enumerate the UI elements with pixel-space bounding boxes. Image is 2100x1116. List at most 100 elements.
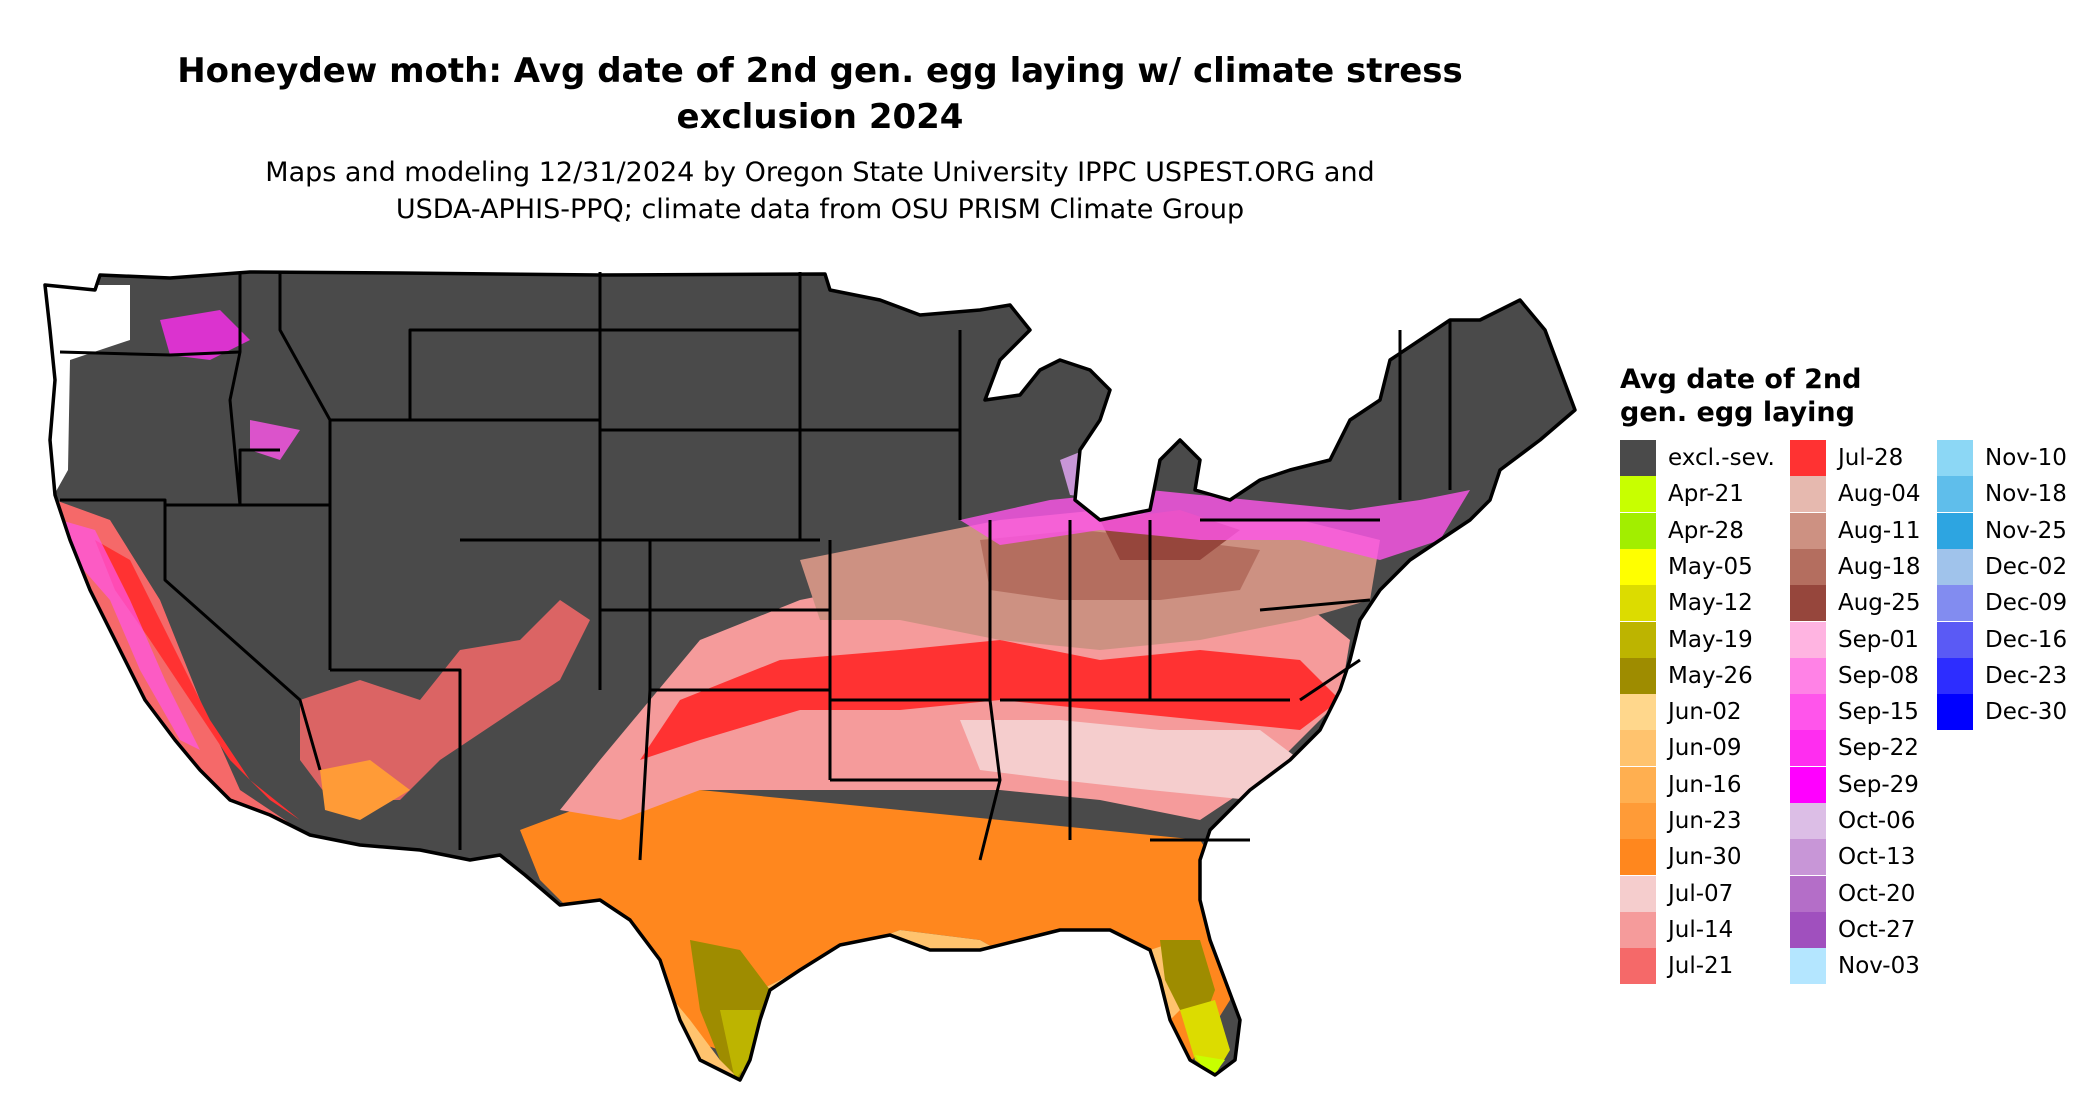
map-title-line-2: exclusion 2024 (676, 97, 964, 137)
legend-label: Sep-08 (1838, 662, 1919, 689)
legend-label: Sep-22 (1838, 735, 1919, 762)
map-subtitle: Maps and modeling 12/31/2024 by Oregon S… (40, 154, 1600, 228)
legend-item: Aug-04 (1790, 476, 1980, 513)
legend-item: Jul-14 (1620, 911, 1810, 948)
legend-label: May-26 (1668, 662, 1753, 689)
legend-label: Aug-11 (1838, 517, 1921, 544)
legend-swatch (1620, 839, 1656, 876)
legend-title-line-2: gen. egg laying (1620, 397, 1855, 428)
legend-label: Oct-20 (1838, 880, 1916, 907)
legend-label: Dec-16 (1985, 626, 2068, 653)
legend-item: Nov-18 (1937, 476, 2100, 513)
florida-tip-green (1195, 1055, 1225, 1080)
legend-item: Sep-29 (1790, 766, 1980, 803)
legend-swatch (1790, 476, 1826, 513)
legend-label: excl.-sev. (1668, 445, 1775, 471)
legend-swatch (1790, 694, 1826, 731)
legend-label: Jul-28 (1838, 445, 1904, 471)
state-border-2 (60, 498, 322, 771)
legend-label: Aug-04 (1838, 481, 1921, 508)
legend-title-line-1: Avg date of 2nd (1620, 364, 1862, 395)
legend-swatch (1790, 875, 1826, 912)
legend-item: Jun-09 (1620, 730, 1810, 767)
legend-swatch (1937, 621, 1973, 658)
legend-swatch (1937, 512, 1973, 549)
northwest-magenta-patch (160, 310, 250, 360)
legend-item: Apr-28 (1620, 512, 1810, 549)
legend-label: Oct-06 (1838, 808, 1916, 834)
legend-item: Dec-23 (1937, 657, 2100, 694)
legend-item: Jun-30 (1620, 839, 1810, 876)
legend-swatch (1790, 766, 1826, 803)
legend-label: Sep-01 (1838, 626, 1919, 653)
legend-swatch (1620, 911, 1656, 948)
legend-label: Jun-23 (1668, 808, 1742, 834)
legend-label: Aug-18 (1838, 553, 1921, 580)
legend-swatch (1620, 657, 1656, 694)
legend-label: Oct-13 (1838, 844, 1916, 871)
legend-item: Aug-25 (1790, 585, 1980, 622)
legend-item: Sep-08 (1790, 657, 1980, 694)
legend-item: Sep-01 (1790, 621, 1980, 658)
legend-swatch (1790, 621, 1826, 658)
legend-label: Sep-29 (1838, 771, 1919, 798)
map-subtitle-line-2: USDA-APHIS-PPQ; climate data from OSU PR… (395, 194, 1245, 225)
legend-item: Dec-16 (1937, 621, 2100, 658)
legend-swatch (1937, 440, 1973, 476)
legend-label: Apr-28 (1668, 517, 1744, 544)
legend-swatch (1620, 694, 1656, 731)
state-border-1 (228, 272, 242, 506)
legend-swatch (1790, 585, 1826, 622)
legend-item: Nov-03 (1790, 948, 1980, 985)
legend-item: Oct-13 (1790, 839, 1980, 876)
legend-label: Dec-02 (1985, 553, 2068, 580)
legend-label: Aug-25 (1838, 590, 1921, 617)
state-border-7 (330, 668, 462, 850)
legend-item: Jun-02 (1620, 694, 1810, 731)
legend-label: Jul-14 (1668, 916, 1734, 943)
southeast-pink (960, 720, 1300, 800)
legend-swatch (1937, 548, 1973, 585)
south-orange-band (520, 790, 1240, 1080)
legend-item: Dec-30 (1937, 694, 2100, 731)
state-borders (59, 272, 1452, 861)
state-border-27 (1299, 658, 1361, 702)
legend-swatch (1620, 803, 1656, 839)
legend-item: Jul-28 (1790, 440, 1980, 476)
legend-item: Nov-10 (1937, 440, 2100, 476)
legend-swatch (1620, 948, 1656, 985)
legend-label: Sep-15 (1838, 699, 1919, 726)
legend-item: May-26 (1620, 657, 1810, 694)
legend-swatch (1937, 694, 1973, 731)
us-map (43, 270, 1577, 1082)
legend-item: Oct-20 (1790, 875, 1980, 912)
legend-swatch (1620, 875, 1656, 912)
legend-label: May-12 (1668, 590, 1753, 617)
legend-item: Oct-06 (1790, 803, 1980, 839)
map-subtitle-line-1: Maps and modeling 12/31/2024 by Oregon S… (265, 157, 1375, 188)
legend-item: Apr-21 (1620, 476, 1810, 513)
no-data-area (45, 285, 130, 520)
legend-item: Aug-11 (1790, 512, 1980, 549)
legend-item: Aug-18 (1790, 548, 1980, 585)
legend-swatch (1620, 476, 1656, 513)
legend-swatch (1790, 657, 1826, 694)
legend-swatch (1620, 512, 1656, 549)
legend-swatch (1620, 585, 1656, 622)
florida-yellow (1180, 1000, 1230, 1075)
legend-label: Jul-07 (1668, 880, 1734, 907)
california-inner-band (95, 540, 300, 820)
legend-swatch (1790, 548, 1826, 585)
legend-label: May-19 (1668, 626, 1753, 653)
legend-item: Sep-22 (1790, 730, 1980, 767)
legend-swatch (1937, 657, 1973, 694)
legend-swatch (1790, 730, 1826, 767)
legend-swatch (1790, 512, 1826, 549)
legend-swatch (1790, 911, 1826, 948)
map-title-line-1: Honeydew moth: Avg date of 2nd gen. egg … (177, 51, 1463, 91)
legend-item: May-19 (1620, 621, 1810, 658)
us-outline (43, 270, 1577, 1082)
southwest-patches (300, 600, 590, 800)
legend-swatch (1790, 803, 1826, 839)
state-border-0 (59, 350, 241, 357)
